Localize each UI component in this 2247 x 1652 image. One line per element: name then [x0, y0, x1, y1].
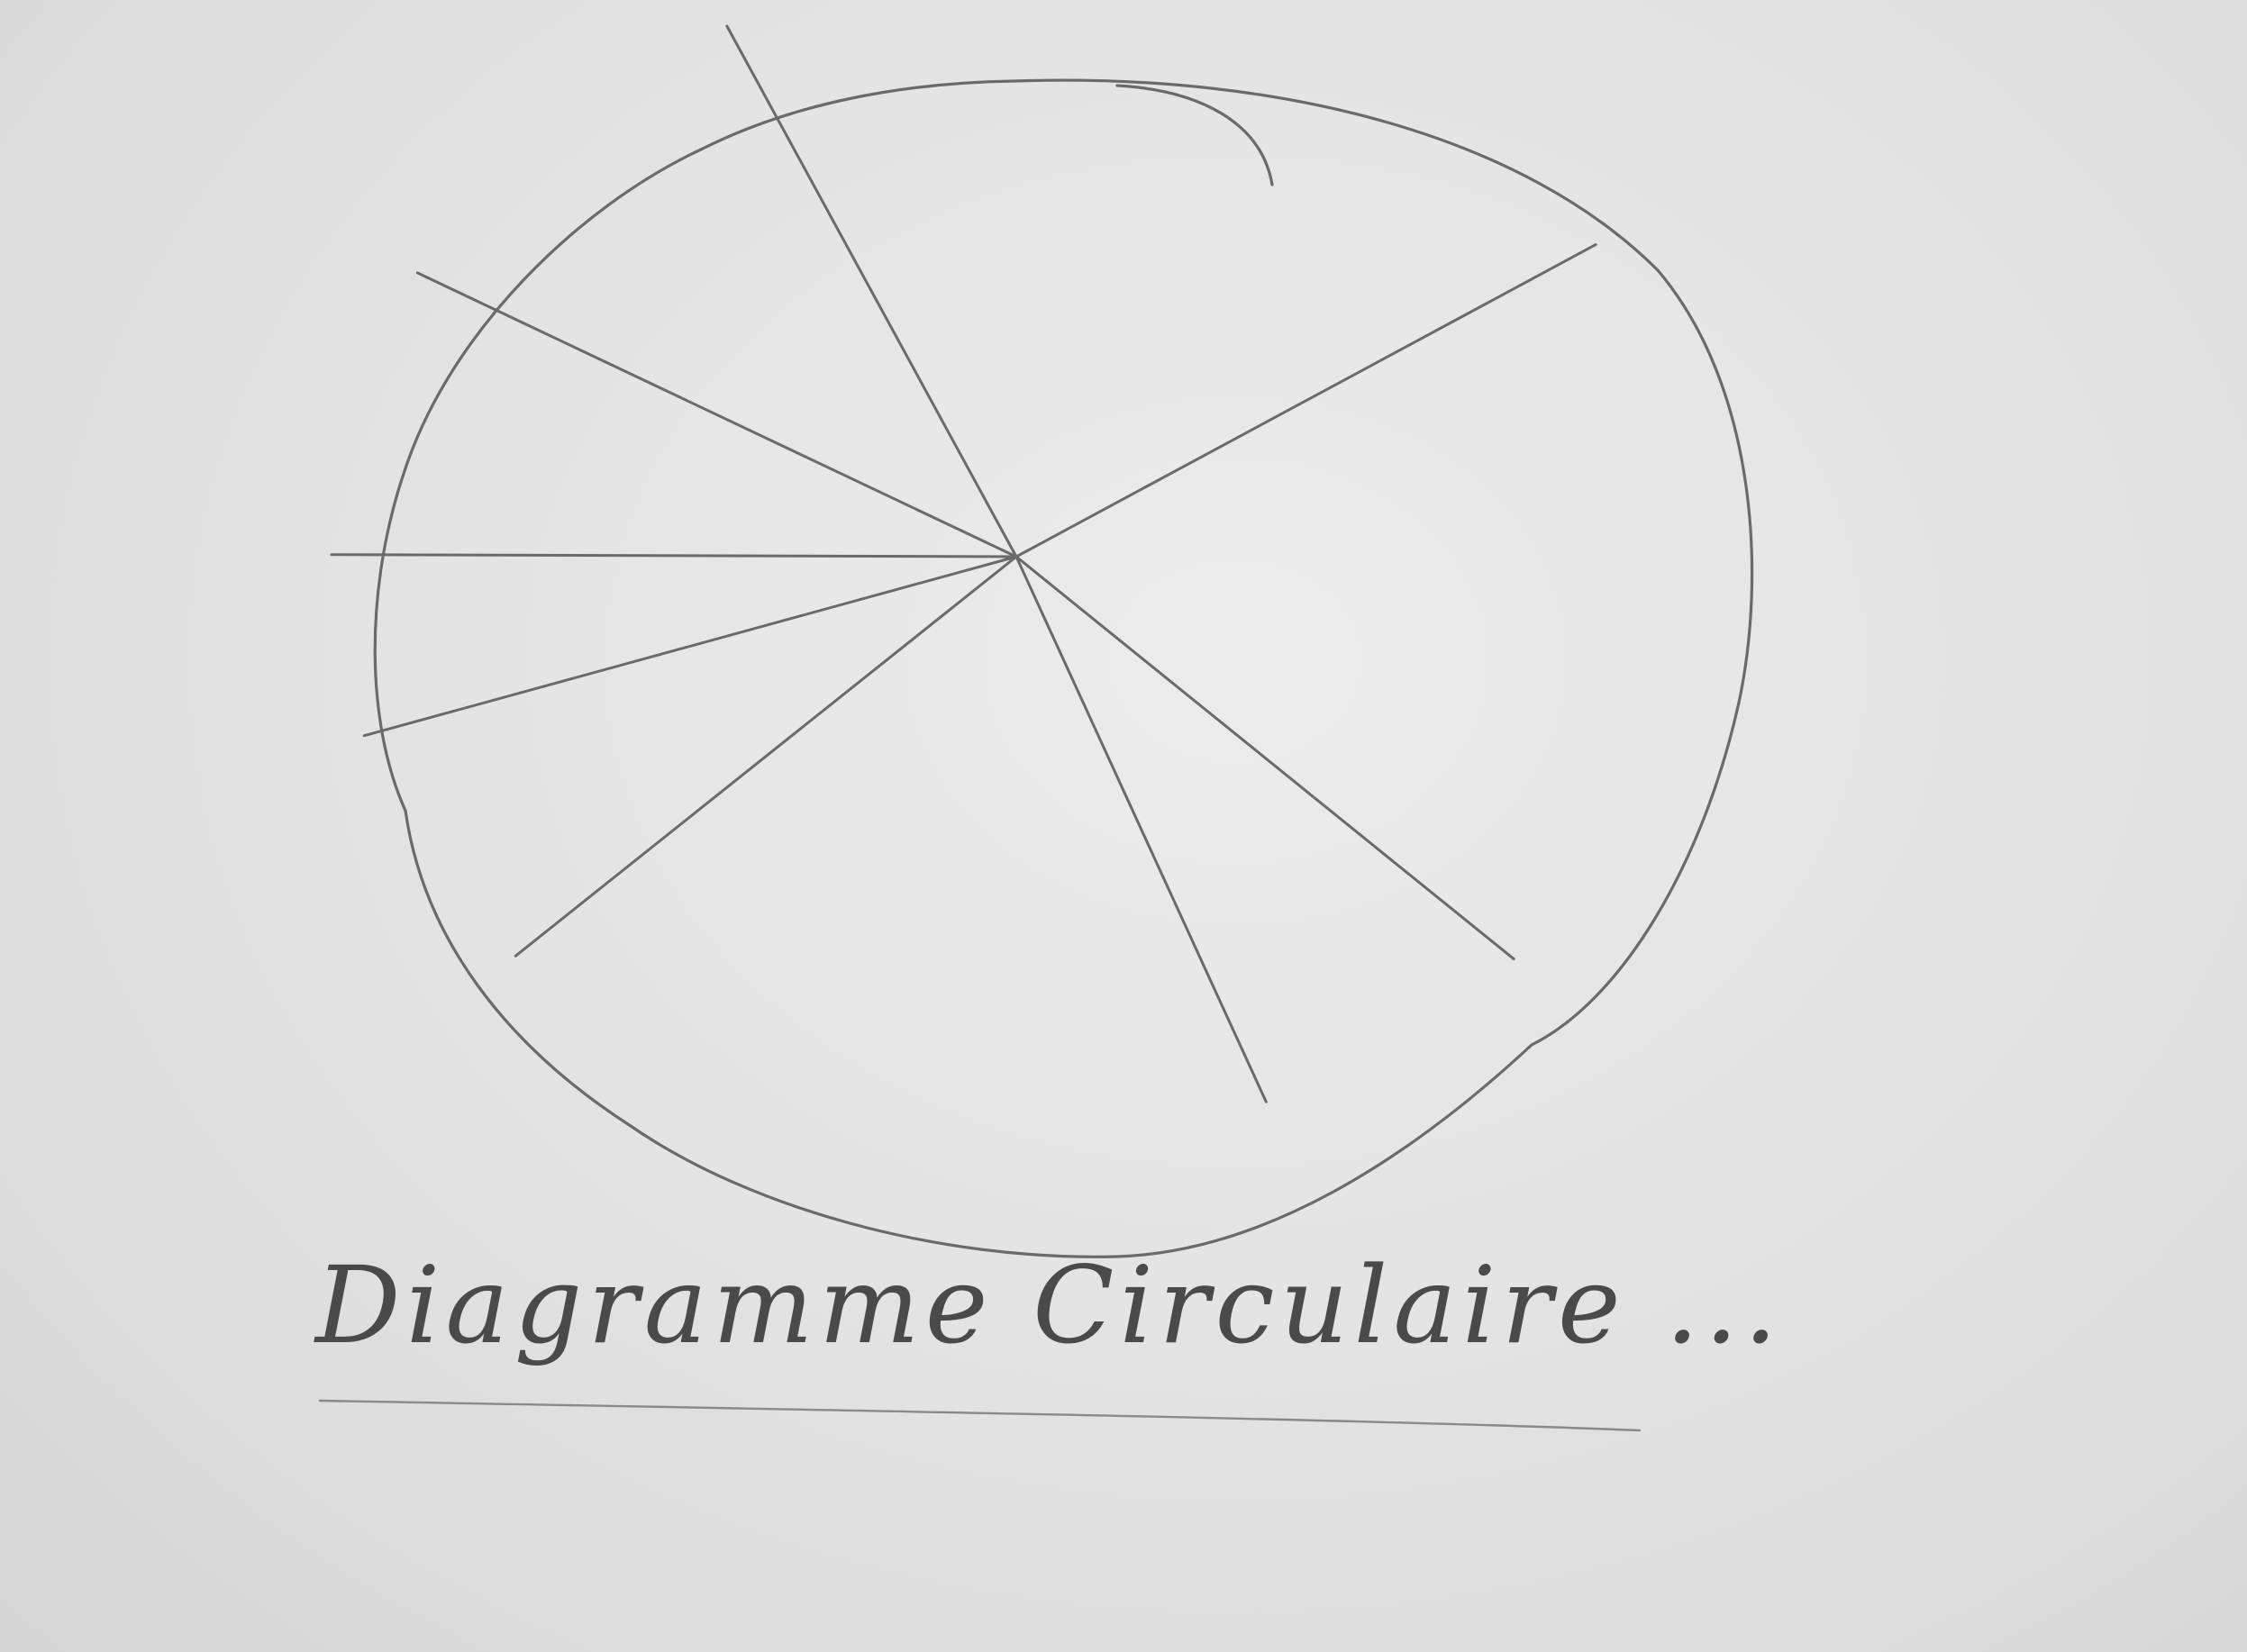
pie-slice-1-boundary: [725, 24, 1018, 558]
chart-title: Diagramme Circulaire ...: [315, 1243, 1783, 1367]
pie-outline: [373, 78, 1754, 1258]
pie-slice-2-boundary: [1014, 243, 1597, 558]
pie-slice-3-boundary: [1014, 555, 1515, 961]
pie-slices: [330, 24, 1597, 1103]
pie-outline-overstroke: [1115, 84, 1274, 186]
pie-slice-5-boundary: [514, 555, 1018, 958]
pie-slice-7-boundary: [330, 553, 1018, 558]
pie-slice-8-boundary: [415, 271, 1018, 558]
pie-slice-4-boundary: [1014, 555, 1268, 1103]
pie-slice-6-boundary: [362, 555, 1018, 738]
